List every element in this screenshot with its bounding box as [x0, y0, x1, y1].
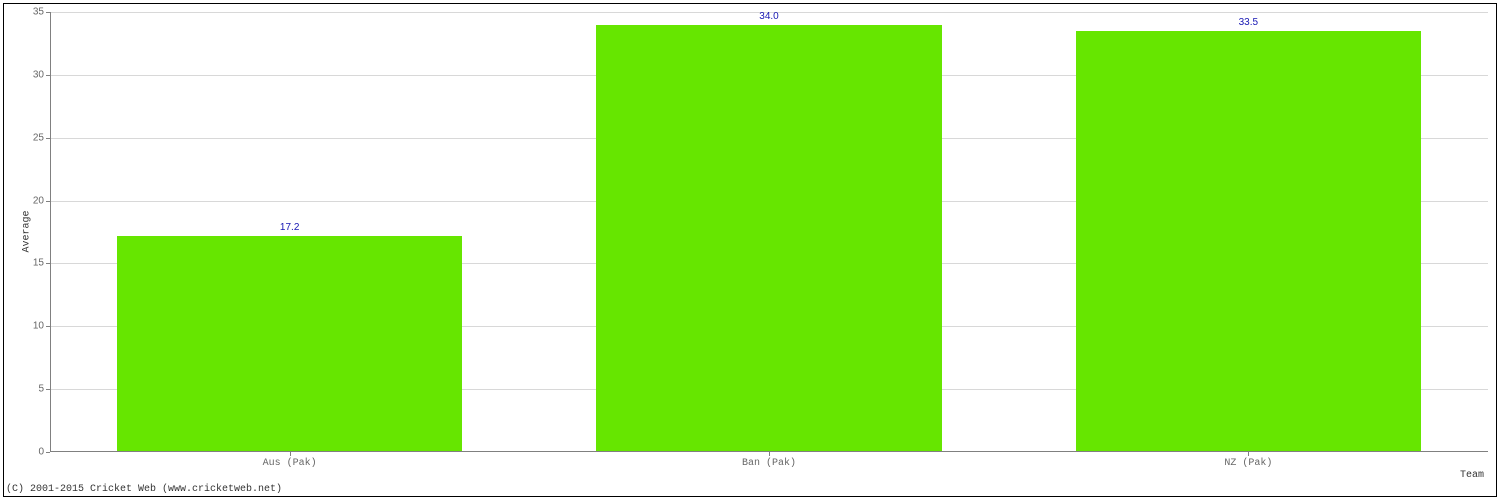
xtick-mark: [769, 452, 770, 456]
ytick-label: 10: [22, 321, 44, 332]
ytick-mark: [46, 138, 50, 139]
xtick-label: Aus (Pak): [263, 458, 317, 469]
plot-area: 17.2 34.0 33.5: [50, 12, 1488, 452]
bar-value-label: 17.2: [280, 222, 299, 233]
x-axis-title: Team: [1460, 470, 1484, 481]
ytick-mark: [46, 263, 50, 264]
ytick-mark: [46, 452, 50, 453]
ytick-mark: [46, 12, 50, 13]
y-axis-line: [50, 12, 51, 452]
ytick-label: 20: [22, 195, 44, 206]
xtick-label: Ban (Pak): [742, 458, 796, 469]
ytick-label: 5: [22, 384, 44, 395]
ytick-mark: [46, 389, 50, 390]
bar: [596, 25, 941, 452]
xtick-mark: [290, 452, 291, 456]
ytick-label: 15: [22, 258, 44, 269]
bar-value-label: 34.0: [759, 11, 778, 22]
ytick-label: 30: [22, 69, 44, 80]
ytick-mark: [46, 75, 50, 76]
ytick-mark: [46, 201, 50, 202]
bar: [117, 236, 462, 452]
xtick-label: NZ (Pak): [1224, 458, 1272, 469]
ytick-label: 35: [22, 7, 44, 18]
xtick-mark: [1248, 452, 1249, 456]
y-axis-title: Average: [22, 210, 33, 252]
ytick-label: 0: [22, 447, 44, 458]
bar-value-label: 33.5: [1239, 17, 1258, 28]
ytick-label: 25: [22, 132, 44, 143]
bar: [1076, 31, 1421, 452]
ytick-mark: [46, 326, 50, 327]
copyright-text: (C) 2001-2015 Cricket Web (www.cricketwe…: [6, 484, 282, 495]
